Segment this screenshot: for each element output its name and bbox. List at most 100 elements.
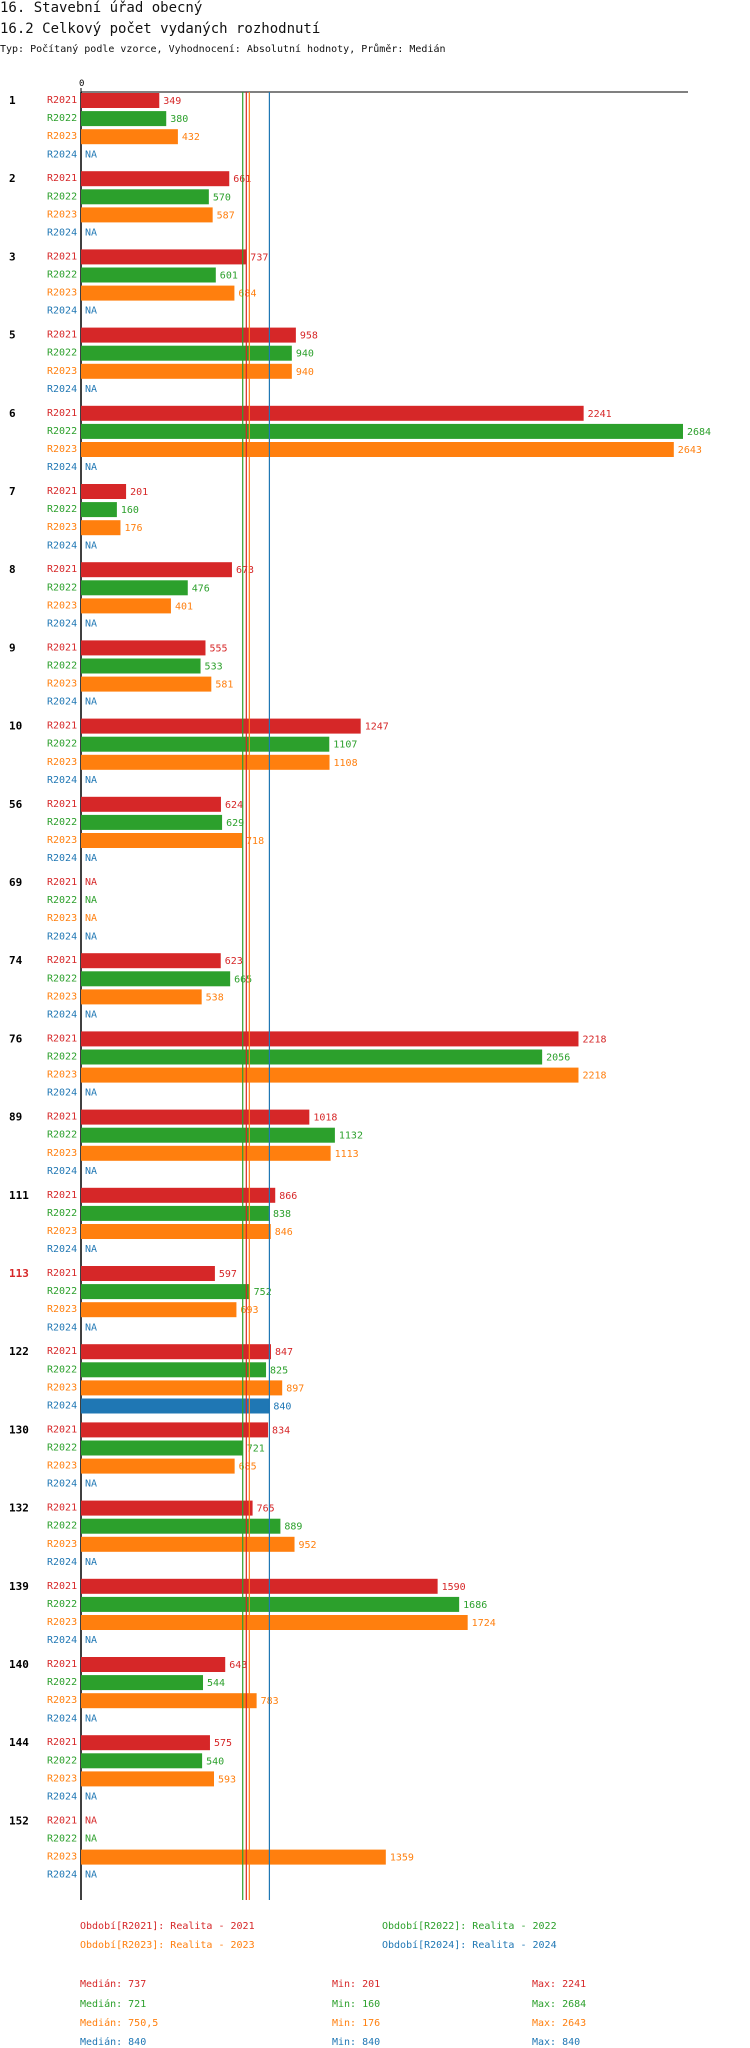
data-label: 597	[219, 1269, 237, 1280]
na-label: NA	[85, 931, 97, 942]
category-label: 56	[9, 798, 23, 811]
min-r2024: Min: 840	[332, 2037, 381, 2048]
data-label: 840	[273, 1402, 291, 1413]
series-label: R2024	[47, 384, 77, 395]
series-label: R2024	[47, 228, 77, 239]
na-label: NA	[85, 1166, 97, 1177]
category-label: 76	[9, 1032, 23, 1045]
data-label: 1590	[442, 1582, 466, 1593]
series-label: R2021	[47, 721, 77, 732]
min-r2023: Min: 176	[332, 2018, 381, 2029]
median-r2021: Medián: 737	[80, 1979, 147, 1990]
data-label: 1359	[390, 1853, 414, 1864]
bar-chart: 0 1 R2021 349 R2022 380 R2023 432 R2024 NA 2 R2021 6…	[9, 79, 711, 1900]
na-label: NA	[85, 149, 97, 160]
bar	[81, 736, 330, 752]
category-label: 8	[9, 563, 16, 576]
min-r2022: Min: 160	[332, 1999, 381, 2010]
category-label: 113	[9, 1267, 29, 1280]
bar	[81, 1362, 267, 1378]
series-label: R2022	[47, 1364, 77, 1375]
series-label: R2023	[47, 757, 77, 768]
data-label: 673	[236, 565, 254, 576]
series-label: R2021	[47, 330, 77, 341]
series-label: R2021	[47, 799, 77, 810]
series-label: R2024	[47, 306, 77, 317]
series-label: R2024	[47, 1401, 77, 1412]
data-label: 765	[257, 1504, 275, 1515]
bar	[81, 1224, 271, 1239]
legend-item-r2022: Období[R2022]: Realita - 2022	[382, 1921, 557, 1932]
na-label: NA	[85, 1088, 97, 1099]
na-label: NA	[85, 462, 97, 473]
data-label: 897	[286, 1383, 304, 1394]
bar	[81, 1109, 310, 1125]
series-label: R2023	[47, 522, 77, 533]
series-label: R2023	[47, 1695, 77, 1706]
series-label: R2022	[47, 1521, 77, 1532]
bar	[81, 1578, 438, 1594]
na-label: NA	[85, 697, 97, 708]
data-label: 533	[205, 662, 223, 673]
series-label: R2021	[47, 251, 77, 262]
series-label: R2023	[47, 835, 77, 846]
series-label: R2022	[47, 270, 77, 281]
series-label: R2023	[47, 600, 77, 611]
series-label: R2022	[47, 817, 77, 828]
category-label: 139	[9, 1580, 29, 1593]
bar	[81, 1031, 579, 1047]
x-tick-label-0: 0	[79, 79, 84, 89]
data-label: 2241	[588, 409, 612, 420]
series-label: R2024	[47, 1635, 77, 1646]
bar	[81, 1735, 210, 1751]
series-label: R2024	[47, 1322, 77, 1333]
data-label: 201	[130, 487, 148, 498]
na-label: NA	[85, 1635, 97, 1646]
series-label: R2022	[47, 1677, 77, 1688]
category-label: 89	[9, 1111, 22, 1124]
series-label: R2021	[47, 877, 77, 888]
data-label: 401	[175, 601, 193, 612]
data-label: 581	[215, 680, 233, 691]
bar	[81, 1266, 215, 1281]
data-label: 555	[209, 643, 227, 654]
series-label: R2022	[47, 1286, 77, 1297]
series-label: R2022	[47, 973, 77, 984]
chart-subtitle: 16.2 Celkový počet vydaných rozhodnutí	[0, 21, 321, 37]
data-label: 846	[275, 1227, 293, 1238]
bar	[81, 676, 212, 692]
na-label: NA	[85, 775, 97, 786]
category-label: 152	[9, 1814, 29, 1827]
na-label: NA	[85, 1010, 97, 1021]
data-label: 2056	[546, 1053, 570, 1064]
bar	[81, 562, 232, 578]
series-label: R2024	[47, 619, 77, 630]
series-label: R2024	[47, 931, 77, 942]
bar	[81, 1284, 250, 1300]
data-label: 1018	[313, 1113, 337, 1124]
bar	[81, 1675, 204, 1691]
series-label: R2023	[47, 913, 77, 924]
series-label: R2024	[47, 149, 77, 160]
series-label: R2022	[47, 1130, 77, 1141]
data-label: 601	[220, 271, 238, 282]
series-label: R2024	[47, 1088, 77, 1099]
bar	[81, 93, 160, 108]
series-label: R2023	[47, 131, 77, 142]
bar	[81, 1693, 257, 1709]
bar	[81, 502, 117, 518]
data-label: 834	[272, 1425, 290, 1436]
na-label: NA	[85, 1815, 97, 1826]
bar	[81, 1536, 295, 1552]
data-label: 2218	[582, 1034, 606, 1045]
bar	[81, 658, 201, 674]
category-label: 5	[9, 329, 16, 342]
data-label: 737	[250, 252, 268, 263]
bar	[81, 833, 243, 848]
data-label: 1113	[335, 1149, 359, 1160]
data-label: 958	[300, 331, 318, 342]
bar	[81, 249, 247, 265]
data-label: 685	[239, 1462, 257, 1473]
data-label: 623	[225, 956, 243, 967]
series-label: R2023	[47, 444, 77, 455]
